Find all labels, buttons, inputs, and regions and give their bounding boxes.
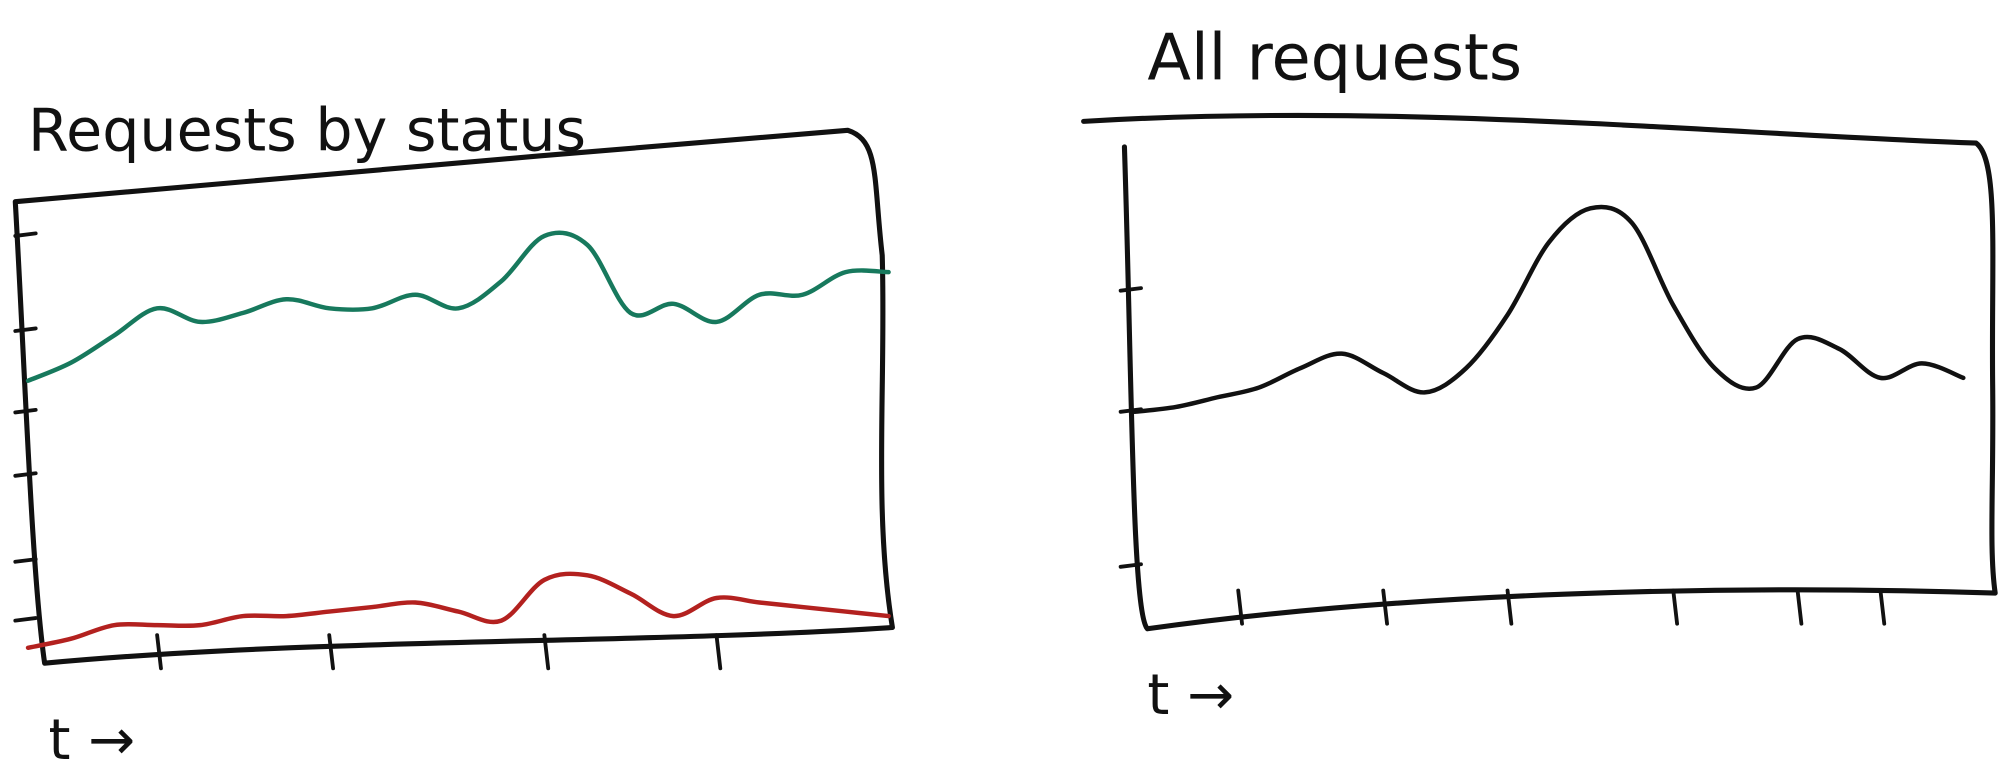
x-tick <box>1795 588 1804 626</box>
x-axis-label: t → <box>1147 663 1234 728</box>
y-tick <box>13 231 38 238</box>
y-tick <box>1118 562 1143 569</box>
y-tick <box>1118 286 1143 293</box>
x-tick <box>1381 588 1389 626</box>
y-tick <box>13 326 38 333</box>
line-series <box>1132 204 1966 415</box>
x-tick <box>542 633 551 671</box>
x-tick <box>1236 588 1244 626</box>
y-tick <box>13 557 38 564</box>
y-tick <box>13 471 38 478</box>
x-tick <box>714 633 723 671</box>
chart-title: All requests <box>1147 21 1522 95</box>
x-tick <box>1671 588 1680 626</box>
x-tick <box>327 633 335 671</box>
plot-frame <box>1081 112 1998 632</box>
y-tick <box>13 407 38 415</box>
x-tick <box>155 633 163 671</box>
line-series <box>25 571 891 651</box>
y-tick <box>13 616 38 623</box>
line-series <box>25 230 891 383</box>
x-tick <box>1878 588 1887 626</box>
x-axis-label: t → <box>48 708 135 768</box>
plot-frame <box>12 127 895 666</box>
x-tick <box>1505 588 1514 626</box>
chart-title: Requests by status <box>28 97 586 165</box>
